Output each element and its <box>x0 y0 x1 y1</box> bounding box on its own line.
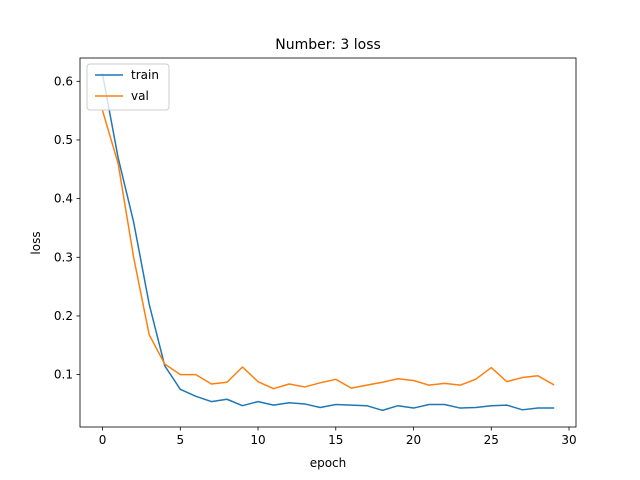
y-axis-label: loss <box>29 231 43 254</box>
y-tick-label: 0.5 <box>54 133 73 147</box>
x-axis-label: epoch <box>310 456 347 470</box>
y-tick-label: 0.3 <box>54 250 73 264</box>
chart-title: Number: 3 loss <box>275 37 381 53</box>
x-tick-label: 10 <box>250 433 265 447</box>
legend-label-val: val <box>131 89 149 103</box>
axes-frame <box>79 57 577 428</box>
series-line-val <box>101 109 555 390</box>
x-tick-label: 5 <box>176 433 184 447</box>
x-tick-label: 15 <box>328 433 343 447</box>
x-tick-label: 30 <box>561 433 576 447</box>
y-tick-label: 0.4 <box>54 192 73 206</box>
y-tick-label: 0.2 <box>54 309 73 323</box>
legend-label-train: train <box>131 68 159 82</box>
x-tick-label: 20 <box>406 433 421 447</box>
x-tick-label: 25 <box>484 433 499 447</box>
y-tick-label: 0.1 <box>54 368 73 382</box>
x-tick-label: 0 <box>99 433 107 447</box>
plot-area: 0 5 10 15 20 25 30 0.1 0.2 0.3 0.4 0.5 0.6 train val <box>54 57 577 447</box>
series-line-train <box>101 73 555 412</box>
y-tick-label: 0.6 <box>54 74 73 88</box>
